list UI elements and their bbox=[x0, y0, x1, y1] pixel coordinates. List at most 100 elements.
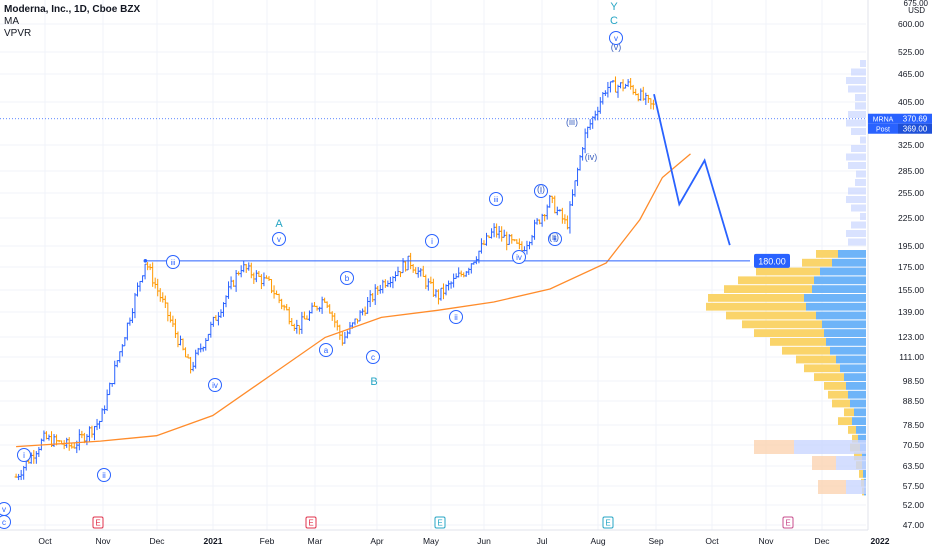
time-axis-label: Mar bbox=[308, 536, 323, 546]
wave-label-circled: ii bbox=[548, 232, 562, 246]
vpvr-bar-up bbox=[840, 364, 866, 373]
wave-label-roman: (iii) bbox=[566, 117, 578, 127]
wave-label-circled: v bbox=[0, 502, 11, 516]
vpvr-bar-up bbox=[822, 320, 866, 329]
wave-label-major: B bbox=[370, 376, 377, 388]
price-axis-label: 600.00 bbox=[898, 19, 924, 29]
wave-label-circled: ii bbox=[449, 310, 463, 324]
wave-label-circled: ii bbox=[97, 468, 111, 482]
price-axis-label: 139.00 bbox=[898, 307, 924, 317]
vpvr-bar-faint bbox=[846, 77, 866, 84]
time-axis-label: Apr bbox=[370, 536, 383, 546]
vpvr-bar-down bbox=[814, 373, 844, 381]
vpvr-bar-down bbox=[726, 311, 816, 320]
vpvr-bar-down bbox=[724, 285, 812, 293]
wave-label-circled: c bbox=[0, 515, 11, 529]
chart-legend: Moderna, Inc., 1D, Cboe BZX MA VPVR bbox=[4, 4, 140, 40]
vpvr-bar-faint bbox=[846, 230, 866, 237]
time-axis-label: Dec bbox=[149, 536, 165, 546]
earnings-marker: E bbox=[602, 516, 614, 529]
vpvr-bar-faint bbox=[812, 456, 836, 470]
last-price-badge: MRNA 370.69 bbox=[868, 113, 932, 124]
vpvr-bar-faint bbox=[855, 179, 866, 186]
wave-circle-text: iv bbox=[212, 381, 218, 390]
wave-label-circled: c bbox=[366, 350, 380, 364]
vpvr-bar-up bbox=[852, 417, 866, 425]
earnings-label: E bbox=[785, 519, 790, 528]
earnings-box bbox=[782, 516, 794, 529]
vpvr-bar-up bbox=[816, 311, 866, 320]
vpvr-bar-up bbox=[858, 434, 866, 443]
price-axis-label: 63.50 bbox=[903, 461, 925, 471]
vpvr-bar-up bbox=[804, 294, 866, 302]
price-axis-label: 325.00 bbox=[898, 140, 924, 150]
wave-label-circled: a bbox=[319, 343, 333, 357]
candle bbox=[651, 99, 655, 110]
vpvr-bar-down bbox=[859, 470, 863, 478]
earnings-label: E bbox=[95, 519, 100, 528]
price-axis-label: 225.00 bbox=[898, 213, 924, 223]
price-axis-label: 98.50 bbox=[903, 376, 925, 386]
moving-average bbox=[16, 153, 691, 448]
vpvr-bar-down bbox=[828, 390, 848, 399]
vpvr-bar-down bbox=[824, 382, 846, 390]
wave-label-circled: iii bbox=[166, 255, 180, 269]
wave-circle bbox=[425, 234, 439, 248]
price-axis-label: 175.00 bbox=[898, 262, 924, 272]
wave-label-circled: iii bbox=[489, 192, 503, 206]
vpvr-bar-up bbox=[863, 470, 866, 478]
vpvr-bar-faint bbox=[848, 111, 866, 118]
wave-circle-text: v bbox=[2, 505, 6, 514]
last-price-label: 370.69 bbox=[903, 115, 928, 124]
level-badge: 180.00 bbox=[754, 253, 790, 268]
post-price-label: 369.00 bbox=[903, 125, 928, 134]
level-anchor bbox=[143, 259, 148, 263]
earnings-label: E bbox=[437, 519, 442, 528]
earnings-label: E bbox=[605, 519, 610, 528]
vpvr-bar-down bbox=[756, 267, 820, 276]
wave-circle bbox=[97, 468, 111, 482]
wave-circle-text: iii bbox=[171, 260, 176, 267]
vpvr-bar-up bbox=[814, 276, 866, 285]
vpvr-bar-up bbox=[824, 329, 866, 337]
vpvr-bar-up bbox=[854, 408, 866, 417]
projection-path[interactable] bbox=[653, 93, 731, 246]
earnings-marker: E bbox=[305, 516, 317, 529]
wave-label-circled: iv bbox=[512, 250, 526, 264]
vpvr-bar-faint bbox=[856, 170, 866, 178]
price-axis-label: 255.00 bbox=[898, 188, 924, 198]
vpvr-bar-faint bbox=[855, 102, 866, 110]
price-axis-label: 405.00 bbox=[898, 97, 924, 107]
wave-circle bbox=[272, 232, 286, 246]
price-axis-label: 57.50 bbox=[903, 481, 925, 491]
vpvr-bar-faint bbox=[846, 480, 866, 494]
vpvr-bar-down bbox=[844, 408, 854, 417]
vpvr-bar-faint bbox=[855, 94, 866, 101]
volume-profile bbox=[706, 60, 866, 496]
wave-label-roman: (ii) bbox=[549, 232, 559, 242]
indicator-ma[interactable]: MA bbox=[4, 16, 19, 27]
vpvr-bar-down bbox=[848, 426, 856, 434]
time-axis-label: Aug bbox=[590, 536, 605, 546]
wave-circle-text: v bbox=[277, 235, 281, 244]
wave-label-circled: v bbox=[272, 232, 286, 246]
symbol-title[interactable]: Moderna, Inc., 1D, Cboe BZX bbox=[4, 4, 141, 15]
indicator-vpvr[interactable]: VPVR bbox=[4, 28, 32, 39]
earnings-marker: E bbox=[92, 516, 104, 529]
wave-circle bbox=[208, 378, 222, 392]
symbol-badge-bg bbox=[868, 113, 898, 124]
wave-circle-text: iv bbox=[516, 253, 522, 262]
wave-label-roman: (i) bbox=[537, 184, 545, 194]
wave-circle-text: ii bbox=[454, 313, 458, 322]
vpvr-bar-faint bbox=[848, 238, 866, 246]
vpvr-bar-up bbox=[812, 285, 866, 293]
horizontal-level[interactable]: 180.00 bbox=[0, 118, 866, 268]
wave-label-major: C bbox=[610, 15, 618, 27]
vpvr-bar-up bbox=[832, 258, 866, 267]
earnings-marker: E bbox=[782, 516, 794, 529]
price-axis-label: 52.00 bbox=[903, 500, 925, 510]
price-axis-label: 525.00 bbox=[898, 47, 924, 57]
vpvr-bar-down bbox=[852, 434, 858, 443]
